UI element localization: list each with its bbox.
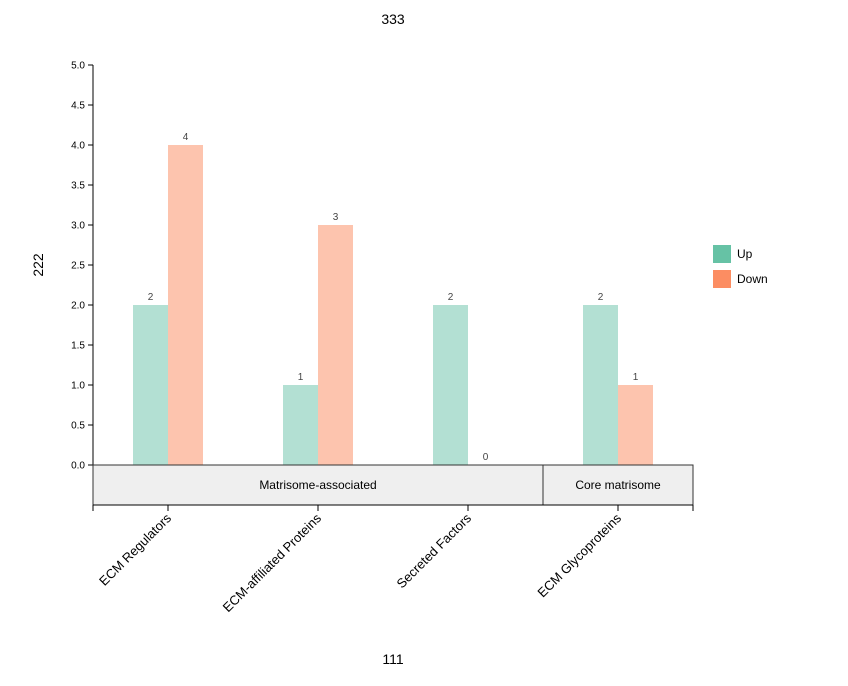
x-tick-label: Secreted Factors xyxy=(394,510,475,591)
y-tick-label: 1.0 xyxy=(71,381,85,392)
bar-value-label: 4 xyxy=(183,132,189,143)
bars: 2 1 2 2 4 3 0 1 xyxy=(133,132,653,465)
bar-value-label: 2 xyxy=(448,292,454,303)
group-label: Core matrisome xyxy=(575,478,661,492)
y-tick-label: 0.0 xyxy=(71,461,85,472)
group-band xyxy=(542,464,694,506)
y-tick-label: 0.5 xyxy=(71,421,85,432)
y-tick-label: 4.0 xyxy=(71,141,85,152)
bar-value-label: 3 xyxy=(333,212,339,223)
y-tick-label: 1.5 xyxy=(71,341,85,352)
y-tick-label: 4.5 xyxy=(71,101,85,112)
bar-value-label: 1 xyxy=(298,372,304,383)
bar-value-label: 2 xyxy=(598,292,604,303)
x-tick-label: ECM-affiliated Proteins xyxy=(220,510,325,615)
bar-down-0 xyxy=(168,145,203,465)
bar-up-3 xyxy=(583,305,618,465)
y-tick-label: 3.5 xyxy=(71,181,85,192)
bar-down-3 xyxy=(618,385,653,465)
legend: Up Down xyxy=(713,245,768,288)
legend-swatch-down xyxy=(713,270,731,288)
bar-up-0 xyxy=(133,305,168,465)
y-tick-label: 2.5 xyxy=(71,261,85,272)
bar-value-label: 2 xyxy=(148,292,154,303)
chart-title: 333 xyxy=(381,11,405,27)
y-tick-label: 5.0 xyxy=(71,61,85,72)
bar-down-1 xyxy=(318,225,353,465)
legend-swatch-up xyxy=(713,245,731,263)
group-bands: Matrisome-associated Core matrisome xyxy=(92,464,694,506)
x-tick-label: ECM Glycoproteins xyxy=(534,510,624,600)
y-axis-title: 222 xyxy=(30,253,46,277)
x-tick-label: ECM Regulators xyxy=(96,510,174,588)
group-band xyxy=(92,464,544,506)
legend-label: Down xyxy=(737,272,768,286)
group-label: Matrisome-associated xyxy=(259,478,376,492)
bar-up-2 xyxy=(433,305,468,465)
legend-label: Up xyxy=(737,247,753,261)
x-axis-title: 111 xyxy=(382,651,403,667)
y-axis: 0.0 0.5 1.0 1.5 2.0 2.5 3.0 3.5 4.0 4.5 5.0 xyxy=(71,61,94,472)
bar-up-1 xyxy=(283,385,318,465)
y-tick-label: 3.0 xyxy=(71,221,85,232)
bar-value-label: 0 xyxy=(483,452,489,463)
bar-value-label: 1 xyxy=(633,372,639,383)
x-axis: ECM Regulators ECM-affiliated Proteins Sec… xyxy=(92,504,694,615)
y-tick-label: 2.0 xyxy=(71,301,85,312)
